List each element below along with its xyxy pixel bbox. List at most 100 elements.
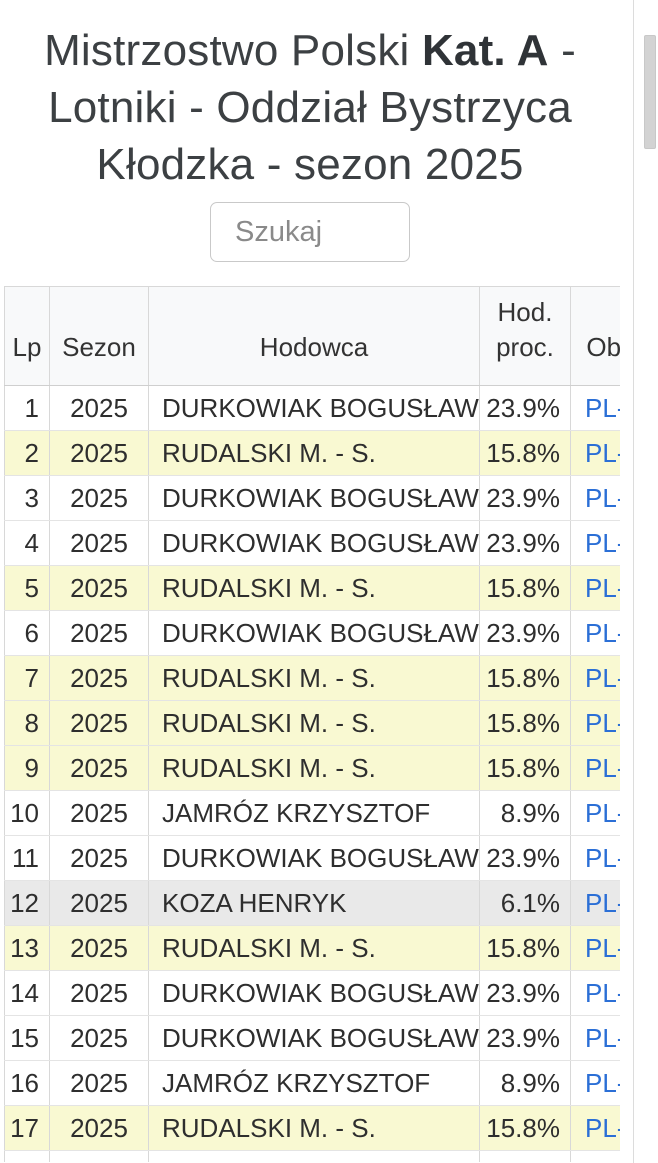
ring-link[interactable]: PL-	[585, 932, 620, 963]
cell-proc: 23.9%	[479, 610, 571, 656]
column-header-lp[interactable]: Lp	[4, 286, 50, 386]
cell-lp: 9	[4, 745, 50, 791]
cell-proc: 23.9%	[479, 1015, 571, 1061]
cell-ring: PL-	[570, 790, 620, 836]
page-content: Mistrzostwo Polski Kat. A - Lotniki - Od…	[0, 26, 620, 1162]
cell-ring: PL-	[570, 1060, 620, 1106]
cell-hodowca: RUDALSKI M. - S.	[148, 430, 480, 476]
cell-hodowca: RUDALSKI M. - S.	[148, 925, 480, 971]
column-header-proc[interactable]: Hod. proc.	[479, 286, 571, 386]
ring-link[interactable]: PL-	[585, 797, 620, 828]
cell-ring: PL-	[570, 610, 620, 656]
cell-proc: 15.8%	[479, 565, 571, 611]
cell-lp: 1	[4, 385, 50, 431]
cell-sezon: 2025	[49, 700, 149, 746]
page-title-prefix: Mistrzostwo Polski	[44, 26, 422, 75]
cell-sezon: 2025	[49, 655, 149, 701]
cell-lp	[4, 1150, 50, 1162]
cell-sezon: 2025	[49, 430, 149, 476]
cell-ring: PL-	[570, 1015, 620, 1061]
table-header-row: Lp Sezon Hodowca Hod. proc. Obrączka	[4, 286, 620, 386]
page-edge-divider	[633, 0, 634, 1163]
results-table-container: Lp Sezon Hodowca Hod. proc. Obrączka 120…	[0, 286, 620, 1162]
cell-hodowca: DURKOWIAK BOGUSŁAW	[148, 385, 480, 431]
cell-lp: 10	[4, 790, 50, 836]
cell-proc	[479, 1150, 571, 1162]
ring-link[interactable]: PL-	[585, 887, 620, 918]
vertical-scrollbar-thumb[interactable]	[644, 35, 656, 149]
column-header-ring[interactable]: Obrączka	[570, 286, 620, 386]
cell-lp: 13	[4, 925, 50, 971]
cell-proc: 23.9%	[479, 970, 571, 1016]
ring-link[interactable]: PL-	[585, 842, 620, 873]
ring-link[interactable]: PL-	[585, 1067, 620, 1098]
cell-ring: PL-	[570, 835, 620, 881]
search-area	[0, 202, 620, 262]
search-input[interactable]	[210, 202, 410, 262]
cell-proc: 15.8%	[479, 700, 571, 746]
cell-proc: 15.8%	[479, 655, 571, 701]
cell-proc: 23.9%	[479, 835, 571, 881]
page-title-suffix: - Lotniki - Oddział Bystrzyca Kłodzka - …	[48, 26, 576, 189]
ring-link[interactable]: PL-	[585, 707, 620, 738]
ring-link[interactable]: PL-	[585, 662, 620, 693]
ring-link[interactable]: PL-	[585, 977, 620, 1008]
cell-lp: 16	[4, 1060, 50, 1106]
cell-ring: PL-	[570, 655, 620, 701]
ring-link[interactable]: PL-	[585, 437, 620, 468]
ring-link[interactable]: PL-	[585, 617, 620, 648]
cell-hodowca: RUDALSKI M. - S.	[148, 745, 480, 791]
cell-lp: 12	[4, 880, 50, 926]
ring-link[interactable]: PL-	[585, 482, 620, 513]
cell-lp: 11	[4, 835, 50, 881]
cell-proc: 23.9%	[479, 520, 571, 566]
ring-link[interactable]: PL-	[585, 527, 620, 558]
ring-link[interactable]: PL-	[585, 572, 620, 603]
column-header-sezon[interactable]: Sezon	[49, 286, 149, 386]
cell-hodowca: DURKOWIAK BOGUSŁAW	[148, 520, 480, 566]
cell-hodowca: RUDALSKI M. - S.	[148, 1105, 480, 1151]
ring-link[interactable]: PL-	[585, 392, 620, 423]
cell-hodowca: RUDALSKI M. - S.	[148, 655, 480, 701]
cell-proc: 15.8%	[479, 925, 571, 971]
cell-ring: PL-	[570, 430, 620, 476]
table-row[interactable]	[4, 1150, 620, 1162]
cell-proc: 15.8%	[479, 1105, 571, 1151]
cell-ring: PL-	[570, 880, 620, 926]
cell-sezon: 2025	[49, 385, 149, 431]
cell-lp: 14	[4, 970, 50, 1016]
ring-link[interactable]: PL-	[585, 1022, 620, 1053]
cell-sezon: 2025	[49, 745, 149, 791]
page-title-category: Kat. A	[421, 26, 549, 75]
ring-link[interactable]: PL-	[585, 1112, 620, 1143]
ring-link[interactable]: PL-	[585, 752, 620, 783]
cell-ring: PL-	[570, 1105, 620, 1151]
cell-proc: 8.9%	[479, 1060, 571, 1106]
cell-ring: PL-	[570, 385, 620, 431]
cell-ring: PL-	[570, 475, 620, 521]
cell-sezon: 2025	[49, 475, 149, 521]
cell-ring: PL-	[570, 700, 620, 746]
cell-hodowca: RUDALSKI M. - S.	[148, 565, 480, 611]
column-header-hodowca[interactable]: Hodowca	[148, 286, 480, 386]
cell-ring: PL-	[570, 925, 620, 971]
cell-lp: 3	[4, 475, 50, 521]
cell-ring: PL-	[570, 745, 620, 791]
